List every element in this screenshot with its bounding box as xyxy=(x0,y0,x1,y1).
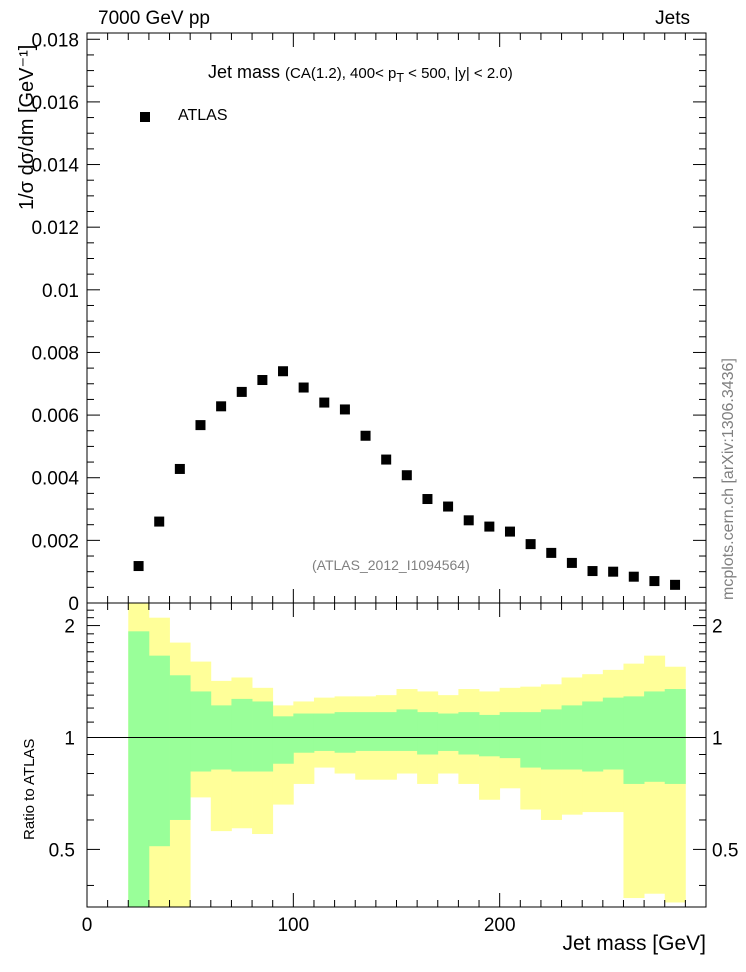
green-band-bin xyxy=(520,712,542,768)
axes: 0 0.002 0.004 0.006 0.008 0.01 0.012 0.014 0.016… xyxy=(31,30,738,936)
main-y-tick-label: 0 xyxy=(68,594,79,615)
x-axis-label: Jet mass [GeV] xyxy=(562,932,706,955)
green-band-bin xyxy=(499,712,521,759)
green-band-bin xyxy=(252,701,274,772)
green-band-bin xyxy=(582,701,604,772)
green-band-bin xyxy=(540,709,562,770)
green-band-bin xyxy=(458,712,480,755)
atlas-data-point xyxy=(236,386,247,397)
green-band-bin xyxy=(417,712,439,755)
ratio-y-tick-label-right: 0.5 xyxy=(712,840,738,861)
main-y-tick-label: 0.012 xyxy=(31,218,79,239)
atlas-data-point xyxy=(339,404,350,415)
atlas-data-point xyxy=(195,420,206,431)
atlas-data-point xyxy=(319,397,330,408)
legend-label: ATLAS xyxy=(178,107,228,124)
atlas-data-point xyxy=(546,547,557,558)
green-band-bin xyxy=(128,631,150,907)
green-band-bin xyxy=(437,713,459,751)
green-band-bin xyxy=(479,714,501,757)
atlas-data-point xyxy=(216,401,227,412)
green-band-bin xyxy=(623,696,645,784)
green-band-bin xyxy=(644,691,666,782)
main-panel xyxy=(133,112,681,590)
plot-title-cuts: (CA(1.2), 400< pT < 500, |y| < 2.0) xyxy=(285,65,513,85)
green-band-bin xyxy=(231,698,253,772)
ratio-y-tick-label: 2 xyxy=(64,617,75,638)
green-band-bin xyxy=(355,712,377,751)
main-y-tick-label: 0.002 xyxy=(31,531,79,552)
main-y-tick-label: 0.004 xyxy=(31,469,79,490)
main-y-tick-label: 0.006 xyxy=(31,406,79,427)
ratio-panel xyxy=(87,603,706,907)
atlas-data-point xyxy=(443,501,454,512)
atlas-data-point xyxy=(174,463,185,474)
atlas-data-point xyxy=(608,566,619,577)
green-band-bin xyxy=(313,713,335,751)
atlas-data-point xyxy=(381,454,392,465)
atlas-data-point xyxy=(628,571,639,582)
main-y-tick-label: 0.014 xyxy=(31,156,79,177)
x-tick-label: 200 xyxy=(484,915,516,936)
green-band-bin xyxy=(602,697,624,770)
ratio-y-tick-label-right: 2 xyxy=(712,617,723,638)
atlas-data-point xyxy=(566,557,577,568)
main-y-tick-label: 0.018 xyxy=(31,30,79,51)
main-frame xyxy=(86,32,707,604)
atlas-data-point xyxy=(360,430,371,441)
atlas-data-point xyxy=(670,579,681,590)
green-band-bin xyxy=(396,709,418,751)
analysis-id-label: (ATLAS_2012_I1094564) xyxy=(312,557,470,573)
ratio-y-tick-label: 0.5 xyxy=(49,840,75,861)
atlas-data-point xyxy=(587,566,598,577)
atlas-data-point xyxy=(484,521,495,532)
legend-marker xyxy=(140,112,150,122)
green-band-bin xyxy=(272,716,294,764)
atlas-data-point xyxy=(257,375,268,386)
atlas-data-point xyxy=(278,366,289,377)
plot-title-main: Jet mass xyxy=(208,62,281,82)
atlas-data-point xyxy=(463,515,474,526)
atlas-data-point xyxy=(401,470,412,481)
atlas-data-point xyxy=(422,494,433,505)
ratio-y-tick-label-right: 1 xyxy=(712,728,723,749)
plot-title: Jet mass (CA(1.2), 400< pT < 500, |y| < … xyxy=(208,62,513,85)
x-tick-label: 100 xyxy=(277,915,309,936)
green-band-bin xyxy=(190,691,212,772)
x-tick-label: 0 xyxy=(82,915,93,936)
atlas-data-point xyxy=(154,516,165,527)
atlas-data-point xyxy=(649,576,660,587)
green-band-bin xyxy=(169,675,191,820)
green-band-bin xyxy=(664,689,686,784)
green-band-bin xyxy=(375,712,397,751)
header-process-label: Jets xyxy=(655,8,690,29)
atlas-data-point xyxy=(504,526,515,537)
ratio-y-tick-label: 1 xyxy=(64,728,75,749)
atlas-data-point xyxy=(298,382,309,393)
header-energy-label: 7000 GeV pp xyxy=(98,8,210,29)
atlas-data-point xyxy=(133,561,144,572)
main-y-tick-label: 0.016 xyxy=(31,93,79,114)
green-band-bin xyxy=(148,655,170,847)
atlas-data-point xyxy=(525,539,536,550)
main-y-tick-label: 0.008 xyxy=(31,343,79,364)
green-band-bin xyxy=(293,713,315,753)
green-band-bin xyxy=(334,712,356,753)
main-y-tick-label: 0.01 xyxy=(42,281,79,302)
